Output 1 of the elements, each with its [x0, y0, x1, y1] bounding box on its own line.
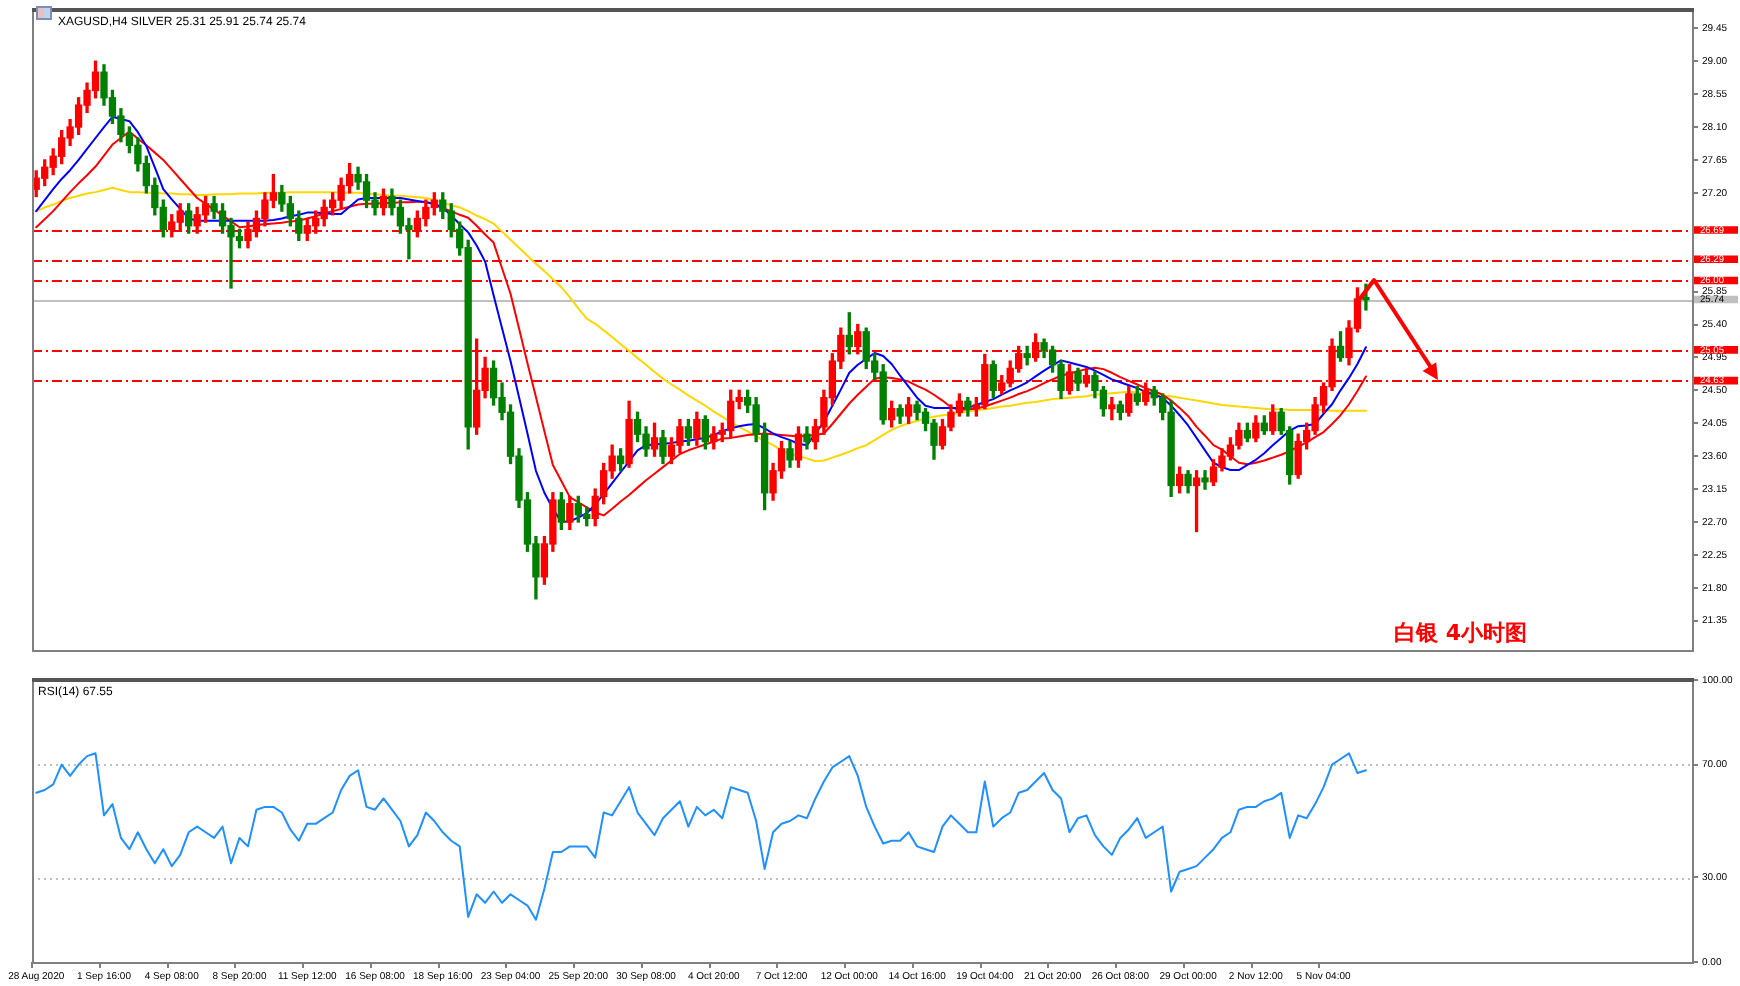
- annotation: 白银 4小时图: [1394, 620, 1527, 646]
